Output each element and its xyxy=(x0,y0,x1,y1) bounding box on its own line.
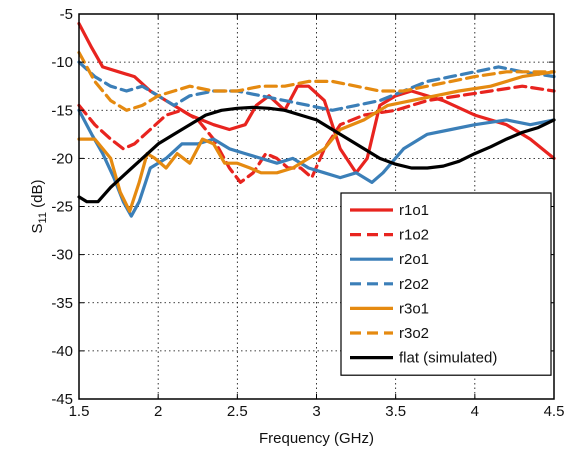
y-axis-label-unit: (dB) xyxy=(29,180,46,213)
series-line-r2o1 xyxy=(77,108,556,218)
series-lines xyxy=(77,22,556,218)
series-line-r3o2 xyxy=(77,50,556,112)
x-tick-label: 3 xyxy=(312,403,320,420)
y-tick-label: -5 xyxy=(60,6,73,23)
legend-label-flat-simulated: flat (simulated) xyxy=(399,350,497,367)
y-tick-label: -20 xyxy=(51,150,73,167)
series-line-r1o2 xyxy=(77,84,556,184)
series-line-r3o1 xyxy=(77,70,556,213)
y-tick-label: -35 xyxy=(51,295,73,312)
legend-label-r1o2: r1o2 xyxy=(399,227,429,244)
y-tick-label: -15 xyxy=(51,102,73,119)
x-axis-label: Frequency (GHz) xyxy=(259,430,374,447)
legend-label-r2o1: r2o1 xyxy=(399,251,429,268)
x-tick-label: 4.5 xyxy=(544,403,565,420)
x-tick-label: 1.5 xyxy=(69,403,90,420)
y-axis-label-main: S xyxy=(29,223,46,233)
y-tick-label: -30 xyxy=(51,247,73,264)
series-line-r2o2 xyxy=(77,60,556,112)
y-tick-label: -40 xyxy=(51,343,73,360)
y-tick-label: -10 xyxy=(51,54,73,71)
x-tick-label: 2 xyxy=(154,403,162,420)
legend-label-r2o2: r2o2 xyxy=(399,276,429,293)
series-line-flat-simulated xyxy=(77,105,556,204)
legend-label-r3o1: r3o1 xyxy=(399,300,429,317)
y-tick-label: -45 xyxy=(51,391,73,408)
x-tick-label: 3.5 xyxy=(385,403,406,420)
axis-ticks: 1.5 2 2.5 3 3.5 4 4.5 -45 -40 -35 -30 -25 -20 -15 -10 -… xyxy=(51,6,564,420)
x-tick-label: 2.5 xyxy=(227,403,248,420)
x-tick-label: 4 xyxy=(471,403,479,420)
legend-label-r3o2: r3o2 xyxy=(399,325,429,342)
y-axis-label-subscript: 11 xyxy=(37,212,49,223)
legend-label-r1o1: r1o1 xyxy=(399,202,429,219)
legend: r1o1 r1o2 r2o1 r2o2 r3o1 r3o2 flat (simulated) xyxy=(340,192,552,376)
y-axis-label: S11 (dB) xyxy=(29,180,49,234)
y-tick-label: -25 xyxy=(51,199,73,216)
